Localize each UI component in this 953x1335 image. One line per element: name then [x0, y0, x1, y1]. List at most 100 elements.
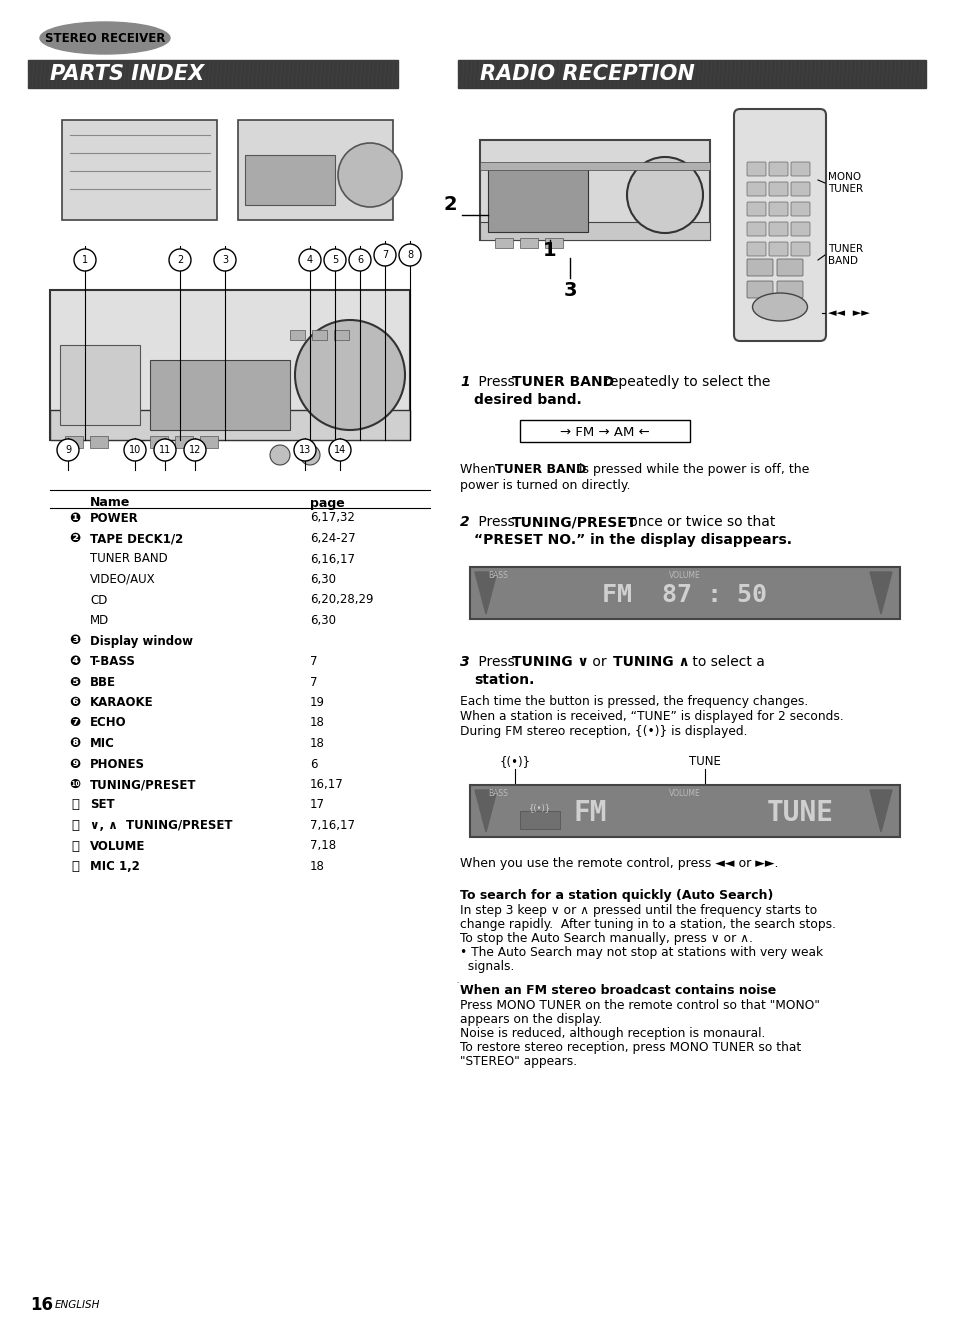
Text: VOLUME: VOLUME [90, 840, 145, 853]
FancyBboxPatch shape [746, 280, 772, 298]
Text: ❸: ❸ [70, 634, 81, 647]
Text: Name: Name [90, 497, 131, 510]
Text: Press: Press [474, 375, 518, 388]
Text: VOLUME: VOLUME [668, 789, 700, 797]
Text: KARAOKE: KARAOKE [90, 696, 153, 709]
Text: To stop the Auto Search manually, press ∨ or ∧.: To stop the Auto Search manually, press … [459, 932, 752, 945]
Circle shape [124, 439, 146, 461]
Text: 16: 16 [30, 1296, 53, 1314]
Bar [150, 437, 168, 449]
Text: • The Auto Search may not stop at stations with very weak: • The Auto Search may not stop at statio… [459, 947, 822, 959]
Text: 6,17,32: 6,17,32 [310, 511, 355, 525]
Bar [519, 238, 537, 248]
Text: ❻: ❻ [70, 696, 81, 709]
Bar [174, 437, 193, 449]
Text: ˙: ˙ [455, 983, 458, 991]
Text: page: page [310, 497, 344, 510]
Text: TUNER BAND: TUNER BAND [495, 463, 586, 477]
Text: signals.: signals. [459, 960, 514, 973]
Bar [479, 222, 709, 240]
Text: ENGLISH: ENGLISH [55, 1300, 100, 1310]
Text: 8: 8 [407, 250, 413, 260]
Text: BASS: BASS [488, 789, 507, 797]
Text: To restore stereo reception, press MONO TUNER so that: To restore stereo reception, press MONO … [459, 1041, 801, 1055]
Text: MIC 1,2: MIC 1,2 [90, 860, 140, 873]
Text: Press: Press [474, 515, 518, 529]
Text: 3: 3 [222, 255, 228, 266]
Text: 19: 19 [310, 696, 325, 709]
Text: Press: Press [474, 655, 518, 669]
Text: ❿: ❿ [70, 778, 81, 792]
Bar [60, 344, 140, 425]
Text: 18: 18 [310, 717, 325, 729]
Text: 3: 3 [562, 280, 577, 299]
Text: 6: 6 [310, 757, 317, 770]
Circle shape [184, 439, 206, 461]
Text: 4: 4 [307, 255, 313, 266]
Circle shape [213, 250, 235, 271]
Text: MD: MD [90, 614, 110, 627]
Text: 14: 14 [334, 445, 346, 455]
Text: FM  87 : 50: FM 87 : 50 [602, 583, 767, 607]
Bar [488, 167, 587, 232]
Text: ❷: ❷ [70, 533, 81, 545]
FancyBboxPatch shape [790, 162, 809, 176]
Text: Press MONO TUNER on the remote control so that "MONO": Press MONO TUNER on the remote control s… [459, 999, 819, 1012]
Text: 10: 10 [129, 445, 141, 455]
Text: During FM stereo reception, {(•)} is displayed.: During FM stereo reception, {(•)} is dis… [459, 725, 747, 738]
Text: ❹: ❹ [70, 655, 81, 668]
Text: 7: 7 [310, 655, 317, 668]
Text: PARTS INDEX: PARTS INDEX [50, 64, 204, 84]
Text: 7,18: 7,18 [310, 840, 335, 853]
Text: TUNER BAND: TUNER BAND [90, 553, 168, 566]
Text: ❺: ❺ [70, 676, 81, 689]
Text: 1: 1 [542, 240, 557, 259]
Text: STEREO RECEIVER: STEREO RECEIVER [45, 32, 165, 44]
Circle shape [324, 250, 346, 271]
Text: to select a: to select a [687, 655, 764, 669]
Text: ❼: ❼ [70, 717, 81, 729]
Text: 2: 2 [176, 255, 183, 266]
FancyBboxPatch shape [776, 280, 802, 298]
Text: PHONES: PHONES [90, 757, 145, 770]
Polygon shape [475, 790, 497, 832]
Text: 2: 2 [443, 195, 456, 215]
Text: or: or [587, 655, 610, 669]
Bar [519, 421, 689, 442]
Circle shape [153, 439, 175, 461]
Ellipse shape [40, 21, 170, 53]
Text: TUNE: TUNE [765, 800, 833, 826]
Circle shape [398, 244, 420, 266]
Bar [237, 120, 393, 220]
Circle shape [337, 143, 401, 207]
Text: 9: 9 [65, 445, 71, 455]
Circle shape [349, 250, 371, 271]
Text: TAPE DECK1/2: TAPE DECK1/2 [90, 533, 183, 545]
Bar [519, 810, 559, 829]
Text: change rapidly.  After tuning in to a station, the search stops.: change rapidly. After tuning in to a sta… [459, 918, 835, 930]
Text: TUNING/PRESET: TUNING/PRESET [512, 515, 637, 529]
Text: BASS: BASS [488, 570, 507, 579]
Bar [50, 410, 410, 441]
FancyBboxPatch shape [790, 242, 809, 256]
Text: ⒬: ⒬ [71, 818, 79, 832]
Polygon shape [475, 571, 497, 614]
FancyBboxPatch shape [768, 242, 787, 256]
Text: 2: 2 [459, 515, 469, 529]
Text: "STEREO" appears.: "STEREO" appears. [459, 1055, 577, 1068]
Text: ⒭: ⒭ [71, 840, 79, 853]
Circle shape [329, 439, 351, 461]
Text: T-BASS: T-BASS [90, 655, 135, 668]
Text: 12: 12 [189, 445, 201, 455]
Text: TUNER
BAND: TUNER BAND [827, 244, 862, 266]
Circle shape [294, 439, 315, 461]
Bar [457, 60, 925, 88]
Text: desired band.: desired band. [474, 392, 581, 407]
Polygon shape [869, 571, 891, 614]
Text: 7: 7 [381, 250, 388, 260]
Text: 17: 17 [310, 798, 325, 812]
Text: ECHO: ECHO [90, 717, 127, 729]
Text: 11: 11 [159, 445, 171, 455]
Text: {(•)}: {(•)} [499, 756, 530, 768]
Text: 18: 18 [310, 737, 325, 750]
